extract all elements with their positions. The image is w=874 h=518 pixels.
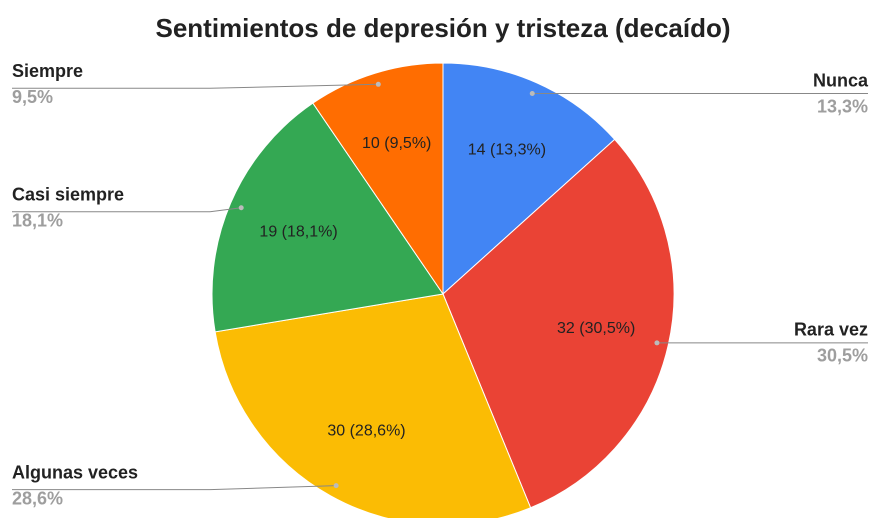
category-label: Siempre	[12, 61, 83, 81]
pie-slice	[211, 102, 444, 333]
category-label: Casi siempre	[12, 185, 124, 205]
leader-dot	[375, 81, 381, 87]
pie-slice	[442, 138, 675, 509]
leader-dot	[529, 91, 535, 97]
slice-label: 30 (28,6%)	[327, 422, 405, 439]
percent-label: 30,5%	[817, 346, 868, 366]
leader-dot	[654, 340, 660, 346]
category-label: Nunca	[813, 70, 869, 90]
percent-label: 28,6%	[12, 488, 63, 508]
pie-slice	[442, 62, 616, 296]
leader-line	[209, 83, 379, 89]
pie-slice	[312, 62, 444, 296]
slice-label: 19 (18,1%)	[259, 223, 337, 240]
leader-line	[209, 485, 337, 491]
slice-label: 14 (13,3%)	[468, 142, 546, 159]
category-label: Algunas veces	[12, 462, 138, 482]
chart-title: Sentimientos de depresión y tristeza (de…	[155, 13, 730, 43]
category-label: Rara vez	[794, 320, 868, 340]
slice-label: 10 (9,5%)	[362, 135, 431, 152]
pie-slice	[214, 293, 532, 518]
leader-line	[209, 207, 242, 213]
slice-label: 32 (30,5%)	[557, 320, 635, 337]
leader-dot	[333, 483, 339, 489]
leader-dot	[238, 205, 244, 211]
percent-label: 13,3%	[817, 96, 868, 116]
percent-label: 9,5%	[12, 87, 53, 107]
percent-label: 18,1%	[12, 211, 63, 231]
